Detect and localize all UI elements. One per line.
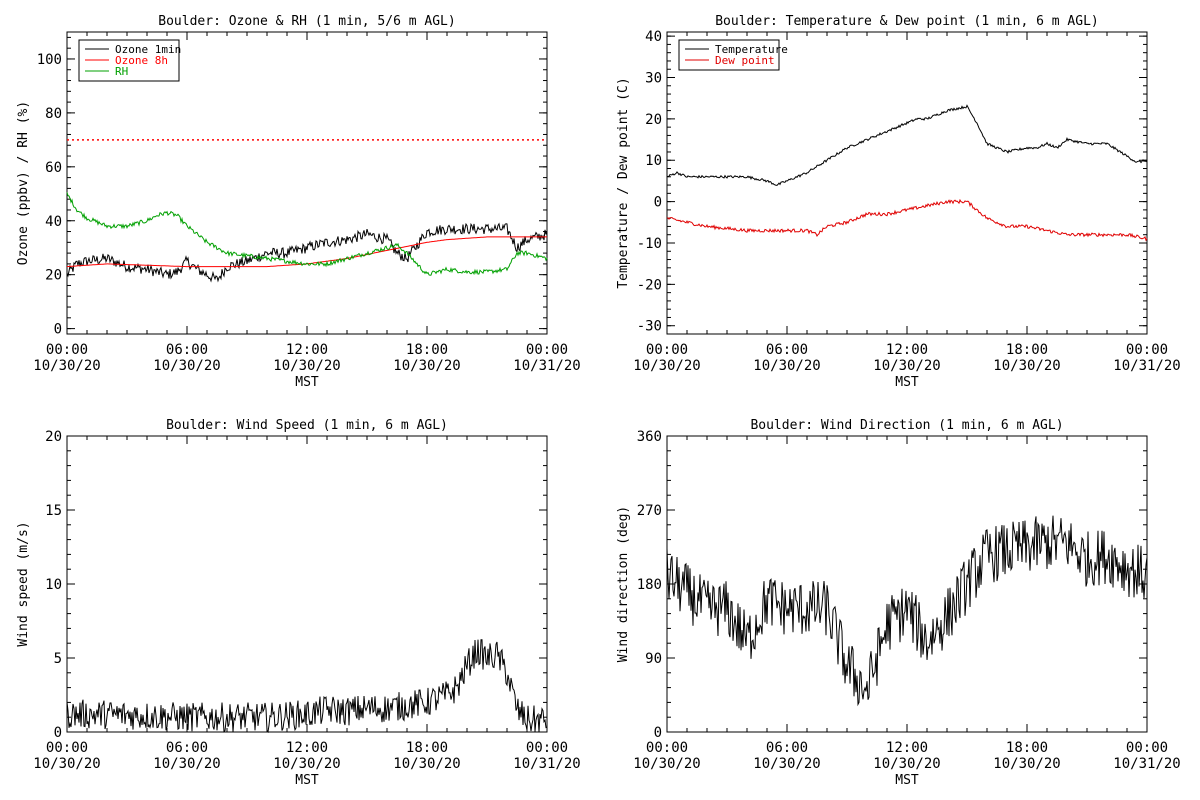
x-tick-date-label: 10/31/20 [513,756,580,772]
legend-label: Ozone 8h [115,54,168,67]
x-tick-time-label: 00:00 [1126,342,1168,358]
x-tick-time-label: 12:00 [286,740,328,756]
plot-frame [666,31,1148,335]
legend-box [678,39,780,71]
x-tick-time-label: 00:00 [646,342,688,358]
x-tick-date-label: 10/30/20 [633,358,700,374]
x-tick-date-label: 10/31/20 [1113,756,1180,772]
chart-title: Boulder: Wind Direction (1 min, 6 m AGL) [750,418,1063,433]
x-tick-time-label: 06:00 [166,740,208,756]
x-tick-date-label: 10/30/20 [273,358,340,374]
x-tick-date-label: 10/31/20 [1113,358,1180,374]
x-tick-date-label: 10/30/20 [393,358,460,374]
legend-label: Ozone 1min [115,43,181,56]
y-tick-label: -20 [637,277,662,293]
series-line-ozone-1min [66,222,548,283]
y-tick-label: 60 [45,160,62,176]
x-tick-date-label: 10/30/20 [873,358,940,374]
plot-frame [66,435,548,733]
y-tick-label: -30 [637,319,662,335]
x-tick-time-label: 18:00 [1006,342,1048,358]
x-tick-time-label: 00:00 [46,740,88,756]
temperature-dewpoint-panel: Boulder: Temperature & Dew point (1 min,… [616,14,1181,390]
y-tick-label: 20 [45,268,62,284]
x-tick-date-label: 10/30/20 [33,756,100,772]
x-tick-time-label: 06:00 [766,740,808,756]
y-tick-label: 40 [645,29,662,45]
x-tick-time-label: 00:00 [46,342,88,358]
y-axis-label: Wind speed (m/s) [16,521,31,646]
y-tick-label: 0 [654,195,662,211]
x-tick-time-label: 12:00 [886,740,928,756]
y-tick-label: 30 [645,71,662,87]
y-tick-label: 40 [45,214,62,230]
y-tick-label: 270 [637,503,662,519]
x-tick-date-label: 10/30/20 [753,358,820,374]
x-axis-label: MST [895,375,919,390]
series-line-data [66,639,548,734]
x-tick-time-label: 18:00 [406,342,448,358]
y-tick-label: 20 [645,112,662,128]
x-axis-label: MST [295,773,319,788]
chart-title: Boulder: Wind Speed (1 min, 6 m AGL) [166,418,448,433]
x-axis-label: MST [895,773,919,788]
x-tick-date-label: 10/31/20 [513,358,580,374]
x-tick-time-label: 12:00 [286,342,328,358]
x-tick-time-label: 12:00 [886,342,928,358]
y-tick-label: 100 [37,52,62,68]
x-tick-date-label: 10/30/20 [993,358,1060,374]
x-tick-time-label: 00:00 [646,740,688,756]
x-tick-date-label: 10/30/20 [633,756,700,772]
x-tick-date-label: 10/30/20 [153,358,220,374]
y-tick-label: 80 [45,106,62,122]
chart-title: Boulder: Ozone & RH (1 min, 5/6 m AGL) [158,14,455,29]
wind-direction-panel: Boulder: Wind Direction (1 min, 6 m AGL)… [616,418,1181,788]
y-tick-label: -10 [637,236,662,252]
series-line-temperature [666,104,1148,186]
y-tick-label: 90 [645,651,662,667]
legend-label: Dew point [715,54,775,67]
legend-label: Temperature [715,43,788,56]
y-axis-label: Wind direction (deg) [616,506,631,663]
x-axis-label: MST [295,375,319,390]
y-axis-label: Ozone (ppbv) / RH (%) [16,101,31,265]
y-axis-label: Temperature / Dew point (C) [616,77,631,288]
legend-label: RH [115,65,128,78]
y-tick-label: 0 [54,322,62,338]
x-tick-date-label: 10/30/20 [753,756,820,772]
x-tick-date-label: 10/30/20 [33,358,100,374]
x-tick-date-label: 10/30/20 [273,756,340,772]
x-tick-time-label: 18:00 [1006,740,1048,756]
y-tick-label: 180 [637,577,662,593]
x-tick-date-label: 10/30/20 [873,756,940,772]
series-line-dew-point [666,198,1148,242]
x-tick-time-label: 18:00 [406,740,448,756]
y-tick-label: 0 [654,725,662,741]
y-tick-label: 10 [645,153,662,169]
y-tick-label: 10 [45,577,62,593]
x-tick-time-label: 06:00 [166,342,208,358]
y-tick-label: 20 [45,429,62,445]
y-tick-label: 15 [45,503,62,519]
y-tick-label: 360 [637,429,662,445]
x-tick-time-label: 00:00 [1126,740,1168,756]
chart-title: Boulder: Temperature & Dew point (1 min,… [715,14,1099,29]
plot-frame [666,435,1148,733]
x-tick-time-label: 06:00 [766,342,808,358]
x-tick-date-label: 10/30/20 [993,756,1060,772]
wind-speed-panel: Boulder: Wind Speed (1 min, 6 m AGL) MST W… [16,418,581,788]
y-tick-label: 5 [54,651,62,667]
series-line-rh [66,192,548,276]
x-tick-date-label: 10/30/20 [393,756,460,772]
ozone-rh-panel: Boulder: Ozone & RH (1 min, 5/6 m AGL) MS… [16,14,581,390]
x-tick-time-label: 00:00 [526,740,568,756]
x-tick-date-label: 10/30/20 [153,756,220,772]
series-line-ozone-8h [66,236,547,268]
series-line-data [666,515,1148,707]
x-tick-time-label: 00:00 [526,342,568,358]
y-tick-label: 0 [54,725,62,741]
